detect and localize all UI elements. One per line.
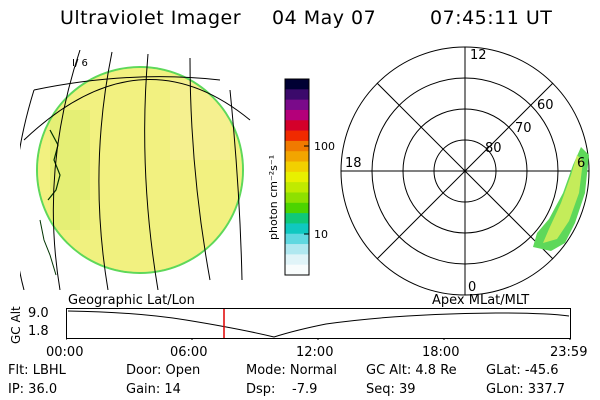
x-tick-1200: 12:00 (296, 345, 334, 360)
glat-status: GLat: -45.6 (486, 363, 559, 378)
timeline-ticks (66, 339, 571, 340)
geographic-image-panel: I/ 6 (20, 50, 251, 290)
colorbar-segment (285, 192, 309, 204)
x-tick-0000: 00:00 (46, 345, 84, 360)
mlt-label-0: 0 (468, 280, 476, 295)
colorbar-segment (285, 99, 309, 111)
instrument-title: Ultraviolet Imager (60, 7, 242, 29)
gc-alt-status: GC Alt: 4.8 Re (366, 363, 457, 378)
seq-status: Seq: 39 (366, 382, 416, 397)
colorbar-segment (285, 244, 309, 255)
colorbar-segment (285, 171, 309, 183)
gc-alt-axis-title: GC Alt (9, 306, 23, 344)
colorbar-tick-100: 100 (314, 140, 335, 153)
svg-text:photon cm⁻²s⁻¹: photon cm⁻²s⁻¹ (267, 155, 280, 240)
colorbar-segment (285, 109, 309, 121)
ip-status: IP: 36.0 (8, 382, 58, 397)
x-tick-0600: 06:00 (170, 345, 208, 360)
svg-text:GC Alt: GC Alt (9, 306, 23, 344)
auroral-speckle (38, 68, 242, 272)
date-label: 04 May 07 (272, 7, 377, 29)
mlat-label-70: 70 (515, 121, 532, 136)
intensity-colorbar (284, 78, 310, 276)
lat-lon-grid (20, 50, 251, 290)
mlat-label-80: 80 (485, 141, 502, 156)
mlt-label-6: 6 (577, 156, 585, 171)
x-tick-2359: 23:59 (550, 345, 588, 360)
dsp-label: Dsp: (246, 382, 276, 397)
gain-status: Gain: 14 (126, 382, 181, 397)
colorbar-segment (285, 79, 309, 90)
colorbar-frame (284, 78, 310, 276)
colorbar-segment (285, 182, 309, 193)
altitude-timeline-plot[interactable] (66, 308, 572, 340)
colorbar-segment (285, 223, 309, 235)
colorbar-segment (285, 202, 309, 214)
altitude-curve (67, 310, 570, 338)
x-tick-1800: 18:00 (422, 345, 460, 360)
geographic-coords-label: Geographic Lat/Lon (68, 293, 195, 308)
coastline (47, 129, 61, 201)
glon-status: GLon: 337.7 (486, 382, 566, 397)
time-label: 07:45:11 UT (430, 7, 553, 29)
apex-coords-label: Apex MLat/MLT (432, 293, 530, 308)
colorbar-segment (285, 233, 309, 245)
dsp-value: -7.9 (292, 382, 318, 397)
mlt-diagonal (376, 82, 554, 260)
colorbar-segment (285, 213, 309, 224)
colorbar-segment (285, 254, 309, 266)
colorbar-tick-10: 10 (314, 228, 328, 241)
mode-status: Mode: Normal (246, 363, 337, 378)
mlat-label-60: 60 (537, 98, 554, 113)
mlt-label-12: 12 (470, 48, 487, 63)
colorbar-segment (285, 89, 309, 101)
coastline (39, 219, 57, 276)
colorbar-segment (285, 140, 309, 152)
colorbar-segment (285, 130, 309, 142)
colorbar-segment (285, 120, 309, 132)
timeline-frame (66, 308, 571, 339)
colorbar-segment (285, 161, 309, 173)
colorbar-segment (285, 264, 309, 276)
y-tick-top: 9.0 (28, 306, 49, 321)
filter-status: Flt: LBHL (8, 363, 66, 378)
y-tick-bottom: 1.8 (28, 324, 49, 339)
polar-mlat-mlt-plot: 12 6 0 18 60 70 80 (340, 46, 590, 296)
auroral-oval-core (543, 155, 583, 243)
grid-label: I/ 6 (72, 58, 88, 69)
mlt-label-18: 18 (345, 156, 362, 171)
colorbar-segment (285, 151, 309, 163)
door-status: Door: Open (126, 363, 201, 378)
colorbar-unit-label: photon cm⁻²s⁻¹ (267, 155, 280, 240)
